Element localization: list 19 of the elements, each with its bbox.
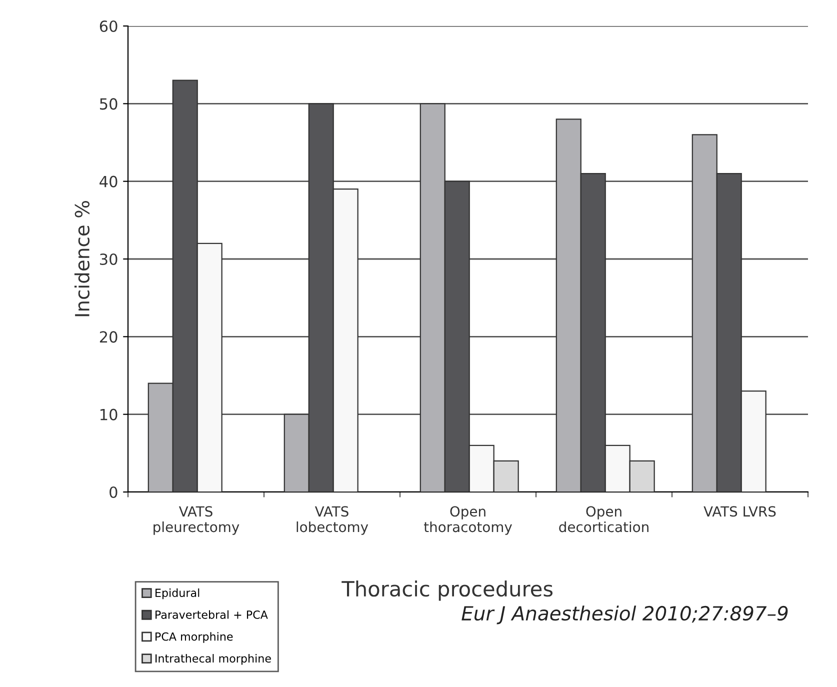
legend-label: Paravertebral + PCA	[156, 610, 268, 619]
y-tick-label: 30	[100, 253, 118, 266]
x-tick-label: VATS pleurectomy	[154, 506, 240, 535]
y-tick-label: 40	[100, 176, 118, 188]
y-tick-label: 50	[100, 98, 118, 110]
y-tick-label: 20	[100, 331, 118, 343]
legend-label: Epidural	[156, 588, 200, 600]
x-tick-label: VATS LVRS	[704, 506, 776, 517]
text: Eur J Anaesthesiol 2010;27:897–9	[462, 606, 788, 624]
y-tick-label: 0	[110, 486, 118, 498]
x-tick-label: Open thoracotomy	[424, 506, 512, 535]
y-tick-label: 60	[100, 20, 118, 32]
x-tick-label: Open decortication	[559, 506, 648, 532]
legend-label: Intrathecal morphine	[156, 654, 271, 665]
x-axis-title: Thoracic procedures	[342, 580, 553, 601]
y-tick-label: 10	[100, 408, 118, 420]
y-axis-title: Incidence %	[74, 201, 90, 316]
legend-label: PCA morphine	[156, 632, 233, 643]
x-tick-label: VATS lobectomy	[296, 506, 368, 535]
